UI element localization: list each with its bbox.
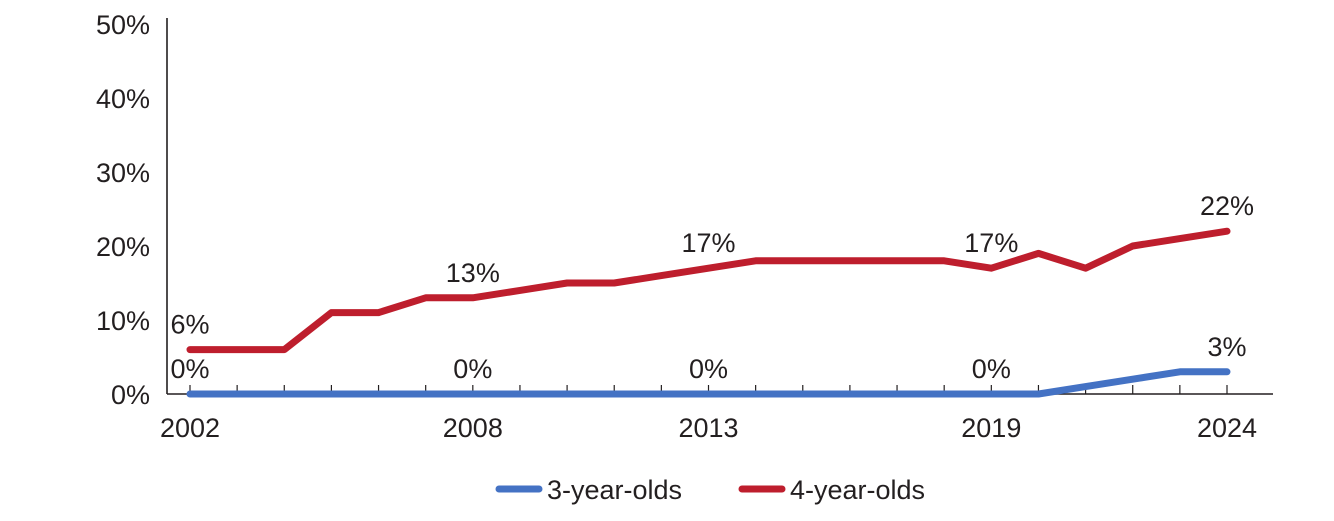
- y-tick-label: 0%: [111, 380, 150, 410]
- series-lines: [186, 227, 1231, 398]
- data-label: 6%: [170, 310, 209, 340]
- y-tick-label: 30%: [96, 158, 150, 188]
- data-label: 22%: [1200, 191, 1254, 221]
- x-tick-label: 2019: [961, 413, 1021, 443]
- data-label: 0%: [453, 354, 492, 384]
- axes: 0% 10% 20% 30% 40% 50% 2002 2008 2013 2019 2024: [96, 10, 1273, 443]
- series-line-three-year-olds: [186, 368, 1231, 398]
- data-label: 17%: [681, 228, 735, 258]
- y-tick-label: 10%: [96, 306, 150, 336]
- data-label: 3%: [1207, 332, 1246, 362]
- legend-label: 4-year-olds: [790, 475, 925, 505]
- x-tick-label: 2002: [160, 413, 220, 443]
- series-line-four-year-olds: [186, 227, 1231, 354]
- data-label: 0%: [170, 354, 209, 384]
- y-tick-label: 40%: [96, 84, 150, 114]
- legend-label: 3-year-olds: [547, 475, 682, 505]
- x-tick-label: 2024: [1197, 413, 1257, 443]
- data-label: 0%: [689, 354, 728, 384]
- x-tick-label: 2013: [678, 413, 738, 443]
- legend: 3-year-olds 4-year-olds: [495, 475, 925, 505]
- data-labels: 0% 0% 0% 0% 3% 6% 13% 17% 17% 22%: [170, 191, 1254, 384]
- data-label: 0%: [972, 354, 1011, 384]
- data-label: 13%: [446, 258, 500, 288]
- y-tick-label: 20%: [96, 232, 150, 262]
- x-tick-label: 2008: [443, 413, 503, 443]
- y-tick-label: 50%: [96, 10, 150, 40]
- data-label: 17%: [964, 228, 1018, 258]
